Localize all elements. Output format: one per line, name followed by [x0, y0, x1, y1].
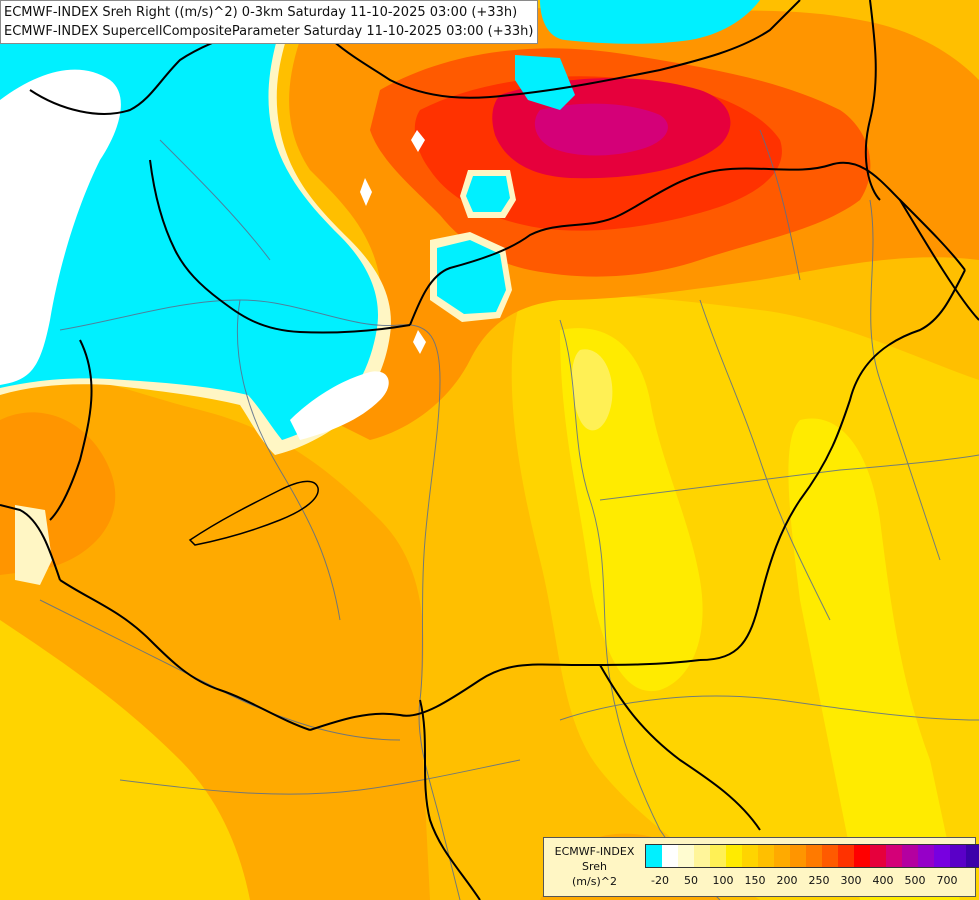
field-cyan-island-1c	[466, 176, 510, 212]
border-south-1	[419, 699, 481, 900]
legend-swatch	[662, 845, 678, 867]
field-cyan-island-4	[210, 45, 258, 82]
field-yellow-band-2	[788, 418, 960, 900]
legend-swatch	[742, 845, 758, 867]
color-legend: ECMWF-INDEX Sreh (m/s)^2 -20 50 100 150 200 2…	[543, 837, 979, 897]
border-west-2	[49, 339, 93, 521]
legend-swatch	[934, 845, 950, 867]
legend-swatch	[646, 845, 662, 867]
river-tributary-1	[236, 299, 341, 621]
border-ro-inner	[899, 199, 979, 321]
field-white-nw	[0, 69, 121, 385]
field-white-island	[411, 130, 425, 152]
border-slovak-pl	[299, 0, 801, 99]
legend-tick-label: 300	[840, 874, 862, 887]
header-line-2: ECMWF-INDEX SupercellCompositeParameter …	[4, 24, 534, 39]
legend-tick-label: -20	[651, 874, 669, 887]
field-yellow-band-3	[571, 349, 613, 431]
field-cyan-island-2c	[437, 240, 506, 314]
legend-tick-label: 700	[936, 874, 958, 887]
field-yellow-band-4	[831, 519, 886, 648]
legend-swatch	[966, 845, 979, 867]
legend-swatch	[678, 845, 694, 867]
border-slovak-hu	[409, 161, 966, 326]
legend-ticks: -20 50 100 150 200 250 300 400 500 700	[645, 874, 969, 890]
river-north-2	[759, 129, 801, 281]
legend-swatch	[918, 845, 934, 867]
lake-balaton	[188, 480, 319, 546]
field-white-patch-s	[290, 371, 389, 440]
field-pale-west	[15, 505, 52, 585]
legend-swatch	[822, 845, 838, 867]
header-line-1: ECMWF-INDEX Sreh Right ((m/s)^2) 0-3km S…	[4, 5, 518, 20]
legend-color-bar	[645, 844, 979, 868]
legend-tick-label: 100	[712, 874, 734, 887]
river-sava	[119, 759, 521, 795]
border-hu-at	[0, 504, 61, 581]
legend-swatch	[950, 845, 966, 867]
river-north-1	[159, 139, 271, 261]
legend-tick-label: 50	[684, 874, 698, 887]
legend-swatch	[758, 845, 774, 867]
border-south-2	[599, 664, 761, 831]
legend-swatch	[854, 845, 870, 867]
legend-title-line-1: ECMWF-INDEX	[554, 845, 635, 858]
legend-tick-label: 200	[776, 874, 798, 887]
legend-title-line-2: Sreh	[581, 860, 607, 873]
legend-swatch	[806, 845, 822, 867]
river-east-1	[599, 454, 979, 501]
legend-swatch	[726, 845, 742, 867]
legend-swatch	[694, 845, 710, 867]
legend-swatch	[790, 845, 806, 867]
border-czech-slovak	[149, 159, 411, 334]
field-yellow-south-2	[740, 688, 815, 820]
field-crimson-core-2	[534, 103, 668, 156]
legend-title-line-3: (m/s)^2	[572, 875, 617, 888]
border-hu-rs	[309, 659, 701, 731]
legend-title: ECMWF-INDEX Sreh (m/s)^2	[544, 844, 645, 889]
legend-tick-label: 500	[904, 874, 926, 887]
field-cyan-island-3	[515, 55, 575, 110]
field-white-island-2	[360, 178, 372, 206]
map-header: ECMWF-INDEX Sreh Right ((m/s)^2) 0-3km S…	[0, 0, 539, 44]
legend-swatch	[774, 845, 790, 867]
river-tributary-3	[869, 199, 941, 561]
legend-swatch	[710, 845, 726, 867]
field-white-island-3	[413, 330, 426, 354]
legend-tick-label: 250	[808, 874, 830, 887]
field-cyan-top	[540, 0, 760, 44]
border-pl-ua	[864, 0, 881, 201]
river-south-1	[559, 695, 979, 721]
legend-tick-label: 150	[744, 874, 766, 887]
legend-swatch	[886, 845, 902, 867]
field-yellow-south	[0, 620, 250, 900]
legend-swatch	[902, 845, 918, 867]
legend-swatch	[870, 845, 886, 867]
border-hu-hr	[59, 579, 311, 731]
border-hu-ro	[699, 269, 966, 661]
legend-swatch	[838, 845, 854, 867]
river-tributary-2	[699, 299, 831, 621]
legend-tick-label: 400	[872, 874, 894, 887]
